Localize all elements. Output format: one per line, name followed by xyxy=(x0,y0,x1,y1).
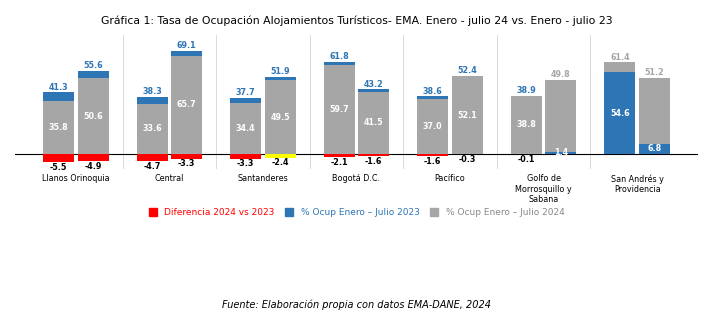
Bar xyxy=(171,51,202,154)
Text: 65.7: 65.7 xyxy=(177,100,197,109)
Bar xyxy=(359,90,389,154)
Text: -4.9: -4.9 xyxy=(84,162,102,171)
Text: 6.8: 6.8 xyxy=(647,144,662,153)
Bar xyxy=(605,62,635,154)
Text: 49.8: 49.8 xyxy=(551,70,571,79)
Bar xyxy=(511,96,542,154)
Text: 38.9: 38.9 xyxy=(516,86,536,95)
Text: 61.4: 61.4 xyxy=(610,53,630,62)
Bar xyxy=(78,154,108,161)
Text: 35.8: 35.8 xyxy=(48,123,68,132)
Bar xyxy=(417,99,448,154)
Bar xyxy=(359,92,389,154)
Bar xyxy=(511,96,542,154)
Bar xyxy=(137,154,168,161)
Text: -2.4: -2.4 xyxy=(272,158,289,167)
Bar xyxy=(417,154,448,156)
Text: 38.3: 38.3 xyxy=(142,87,162,96)
Text: 41.5: 41.5 xyxy=(364,118,384,128)
Bar xyxy=(171,56,202,154)
Text: 54.6: 54.6 xyxy=(610,109,630,118)
Bar xyxy=(43,92,74,154)
Title: Gráfica 1: Tasa de Ocupación Alojamientos Turísticos- EMA. Enero - julio 24 vs. : Gráfica 1: Tasa de Ocupación Alojamiento… xyxy=(101,15,612,26)
Bar xyxy=(452,76,483,154)
Text: 34.4: 34.4 xyxy=(236,124,255,133)
Bar xyxy=(78,71,108,154)
Text: -1.6: -1.6 xyxy=(365,157,382,166)
Bar xyxy=(265,77,296,154)
Text: 38.6: 38.6 xyxy=(423,86,443,95)
Text: Fuente: Elaboración propia con datos EMA-DANE, 2024: Fuente: Elaboración propia con datos EMA… xyxy=(222,299,491,310)
Text: -4.7: -4.7 xyxy=(143,161,160,170)
Text: 61.8: 61.8 xyxy=(329,52,349,61)
Text: 43.2: 43.2 xyxy=(364,80,384,89)
Bar xyxy=(639,77,670,154)
Text: 37.7: 37.7 xyxy=(236,88,255,97)
Text: 51.9: 51.9 xyxy=(270,67,290,76)
Bar xyxy=(452,76,483,154)
Legend: Diferencia 2024 vs 2023, % Ocup Enero – Julio 2023, % Ocup Enero – Julio 2024: Diferencia 2024 vs 2023, % Ocup Enero – … xyxy=(145,204,568,221)
Text: 38.8: 38.8 xyxy=(516,120,536,129)
Bar xyxy=(545,80,576,154)
Text: 37.0: 37.0 xyxy=(423,122,443,131)
Bar xyxy=(230,154,261,159)
Text: -5.5: -5.5 xyxy=(50,163,67,172)
Text: 49.5: 49.5 xyxy=(270,113,290,122)
Text: 1.4: 1.4 xyxy=(554,148,568,157)
Text: 50.6: 50.6 xyxy=(83,112,103,121)
Text: 69.1: 69.1 xyxy=(177,41,197,50)
Bar xyxy=(43,154,74,162)
Bar xyxy=(324,154,354,157)
Text: 52.4: 52.4 xyxy=(458,66,477,75)
Bar xyxy=(265,154,296,157)
Bar xyxy=(43,100,74,154)
Bar xyxy=(230,103,261,154)
Bar xyxy=(359,154,389,156)
Text: 33.6: 33.6 xyxy=(143,124,162,133)
Bar xyxy=(230,98,261,154)
Bar xyxy=(137,104,168,154)
Text: -3.3: -3.3 xyxy=(237,160,255,169)
Text: -1.6: -1.6 xyxy=(424,157,441,166)
Bar xyxy=(605,72,635,154)
Bar xyxy=(137,97,168,154)
Bar xyxy=(78,78,108,154)
Bar xyxy=(324,65,354,154)
Text: 51.2: 51.2 xyxy=(645,68,665,77)
Text: -2.1: -2.1 xyxy=(330,158,348,167)
Text: 41.3: 41.3 xyxy=(48,83,68,91)
Text: -0.3: -0.3 xyxy=(458,155,476,164)
Bar xyxy=(265,80,296,154)
Text: 52.1: 52.1 xyxy=(458,111,477,119)
Bar xyxy=(171,154,202,159)
Bar xyxy=(639,144,670,154)
Bar xyxy=(417,96,448,154)
Text: 55.6: 55.6 xyxy=(83,61,103,70)
Text: -3.3: -3.3 xyxy=(178,160,195,169)
Text: 59.7: 59.7 xyxy=(329,105,349,114)
Bar xyxy=(545,152,576,154)
Text: -0.1: -0.1 xyxy=(518,155,535,164)
Bar xyxy=(324,62,354,154)
